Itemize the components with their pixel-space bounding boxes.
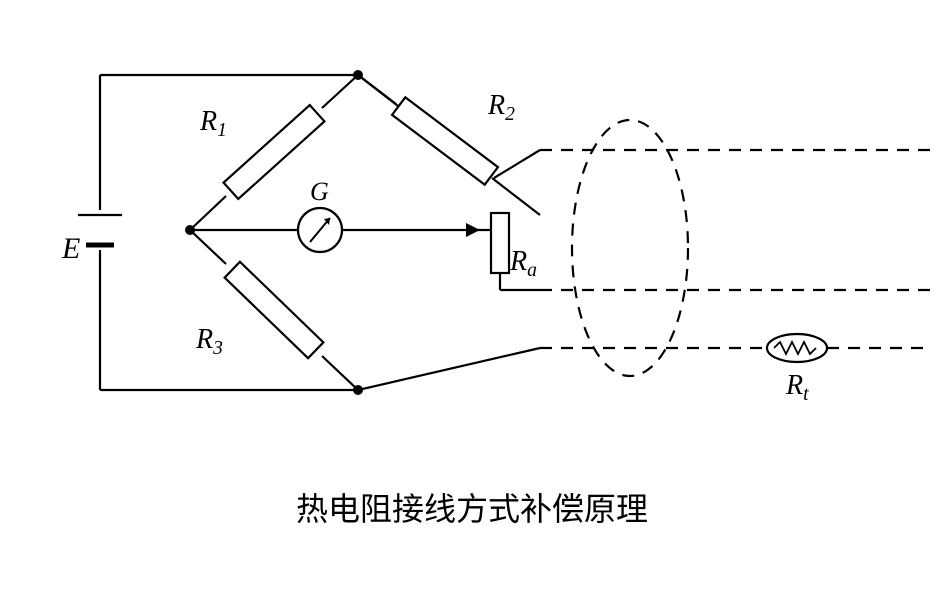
caption: 热电阻接线方式补偿原理 xyxy=(296,491,648,527)
arm-R3: R3 xyxy=(190,230,358,390)
label-R1-main: R xyxy=(199,106,217,137)
label-R2-main: R xyxy=(487,90,505,121)
arrow-head xyxy=(466,223,480,237)
label-Rt-main: R xyxy=(785,370,803,401)
wire xyxy=(494,150,540,178)
rt-body xyxy=(767,334,827,362)
svg-text:R1: R1 xyxy=(199,106,227,141)
label-Ra-main: R xyxy=(509,246,527,277)
arm-R1: R1 xyxy=(190,75,358,230)
label-G: G xyxy=(310,177,329,206)
wire xyxy=(358,75,396,104)
svg-text:Ra: Ra xyxy=(509,246,537,281)
label-E: E xyxy=(61,232,80,265)
resistor-Ra xyxy=(491,213,509,273)
label-R3-main: R xyxy=(195,324,213,355)
label-R2-sub: 2 xyxy=(505,104,515,125)
resistor-R2 xyxy=(392,97,498,184)
svg-text:Rt: Rt xyxy=(785,370,809,405)
probe-ellipse xyxy=(572,120,688,376)
circuit-diagram: E R1 R2 R3 G xyxy=(0,0,944,590)
wire xyxy=(358,348,540,390)
label-Rt-sub: t xyxy=(803,384,809,405)
node-dot xyxy=(353,385,363,395)
svg-text:R3: R3 xyxy=(195,324,223,359)
label-R3-sub: 3 xyxy=(212,338,223,359)
node-dot xyxy=(185,225,195,235)
label-Ra-sub: a xyxy=(527,260,537,281)
node-dot xyxy=(353,70,363,80)
svg-text:R2: R2 xyxy=(487,90,515,125)
label-R1-sub: 1 xyxy=(217,120,227,141)
